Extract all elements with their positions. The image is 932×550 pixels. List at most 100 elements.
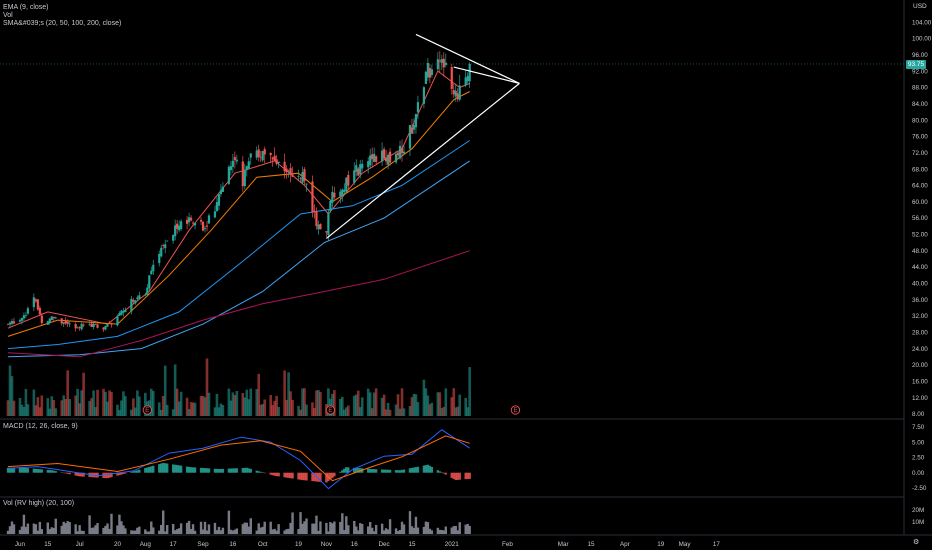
candle-body: [259, 156, 262, 158]
rvol-bar: [134, 530, 137, 534]
macd-line-macd: [7, 429, 470, 490]
rvol-bar: [203, 521, 207, 534]
gear-icon[interactable]: ⚙: [913, 539, 920, 546]
rvol-bar: [102, 527, 105, 534]
price-tick-label: 56.00: [912, 215, 928, 222]
rvol-bar: [130, 530, 133, 534]
macd-histogram-bar: [372, 469, 376, 473]
currency-label[interactable]: USD: [913, 3, 927, 10]
candle-body: [245, 166, 248, 171]
rvol-bar: [22, 514, 26, 534]
macd-tick-label: 5.00: [912, 439, 925, 446]
time-tick-label: 15: [408, 541, 416, 548]
macd-histogram-bar: [452, 472, 455, 479]
volume-bar: [243, 397, 247, 416]
volume-bar: [247, 399, 251, 416]
macd-histogram-bar: [303, 472, 306, 481]
volume-bar: [24, 388, 28, 416]
rvol-bar: [26, 523, 30, 534]
candle-body: [54, 317, 57, 319]
price-tick-label: 52.00: [912, 232, 928, 239]
price-tick-label: 24.00: [912, 346, 928, 353]
time-tick-label: 2021: [445, 541, 460, 548]
macd-histogram-bar: [402, 469, 406, 473]
volume-bar: [96, 389, 99, 416]
candle-body: [289, 168, 292, 175]
rvol-bar: [283, 530, 286, 534]
trendline[interactable]: [453, 66, 520, 84]
candle-body: [369, 155, 372, 166]
volume-bar: [120, 400, 123, 416]
volume-bar: [233, 395, 237, 416]
trendline[interactable]: [326, 82, 520, 239]
candle-body: [34, 299, 37, 302]
rvol-bar: [118, 514, 121, 534]
volume-bar: [12, 400, 16, 416]
macd-histogram-bar: [80, 472, 83, 477]
macd-histogram-bar: [173, 464, 177, 473]
legend-vol[interactable]: Vol: [3, 12, 13, 19]
rvol-bar: [148, 531, 151, 534]
rvol-bar: [110, 513, 113, 534]
rvol-bar: [52, 527, 55, 534]
macd-histogram-bar: [219, 468, 223, 473]
rvol-bar: [368, 522, 372, 534]
rvol-bar: [104, 525, 107, 534]
volume-bar: [456, 406, 460, 416]
volume-bar: [102, 388, 105, 416]
legend-rvol[interactable]: Vol (RV high) (20, 100): [3, 500, 75, 507]
candle-body: [160, 247, 163, 257]
candle-body: [410, 127, 414, 134]
rvol-bar: [60, 525, 63, 534]
macd-histogram-bar: [231, 468, 235, 473]
volume-bar: [464, 397, 467, 416]
macd-histogram-bar: [164, 463, 167, 473]
legend-macd[interactable]: MACD (12, 26, close, 9): [3, 423, 78, 430]
volume-bar: [370, 408, 374, 416]
earnings-marker[interactable]: [142, 405, 152, 415]
earnings-marker[interactable]: [510, 405, 521, 415]
candle-body: [315, 211, 318, 227]
macd-histogram-bar: [464, 472, 467, 480]
candle-body: [400, 147, 404, 154]
rvol-bar: [162, 510, 165, 534]
volume-bar: [189, 402, 193, 416]
price-tick-label: 28.00: [912, 330, 928, 337]
rvol-bar: [229, 529, 233, 534]
trendline[interactable]: [415, 33, 520, 84]
overlay-sma-200: [7, 250, 470, 358]
candle-body: [375, 156, 378, 162]
candle-body: [60, 318, 63, 324]
rvol-bar: [400, 521, 404, 534]
candle-body: [412, 125, 416, 130]
legend-sma[interactable]: SMA&#039;s (20, 50, 100, 200, close): [3, 20, 122, 27]
volume-bar: [466, 407, 469, 416]
rvol-bar: [305, 518, 308, 534]
candle-body: [52, 316, 55, 319]
rvol-bar: [317, 530, 320, 534]
volume-bar: [331, 393, 334, 416]
rvol-bar: [325, 522, 328, 534]
rvol-bar: [74, 524, 77, 534]
rvol-bar: [8, 526, 12, 534]
candle-body: [36, 299, 39, 310]
earnings-marker[interactable]: [325, 405, 336, 415]
rvol-bar: [277, 524, 280, 534]
candle-body: [454, 90, 457, 97]
rvol-tick-label: 10M: [912, 519, 924, 526]
triangle-trendlines: [326, 33, 520, 239]
candle-body: [203, 227, 207, 229]
candle-body: [104, 326, 107, 330]
volume-bar: [122, 391, 125, 416]
rvol-bar: [438, 529, 442, 534]
macd-histogram-bar: [48, 470, 51, 473]
candle-body: [78, 327, 81, 329]
volume-bar: [66, 370, 69, 416]
macd-histogram-bar: [426, 464, 430, 473]
candle-body: [46, 321, 49, 325]
volume-bar: [74, 395, 77, 416]
legend-ema[interactable]: EMA (9, close): [3, 4, 49, 11]
volume-bar: [343, 409, 346, 416]
